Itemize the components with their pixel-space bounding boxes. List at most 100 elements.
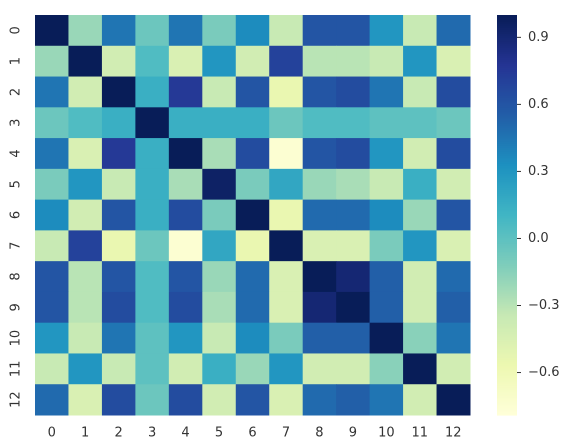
- heatmap-cell: [135, 230, 170, 262]
- y-tick-label: 10: [9, 330, 24, 347]
- heatmap-cell: [235, 107, 270, 139]
- colorbar-segment: [497, 307, 517, 310]
- heatmap-cell: [35, 384, 69, 416]
- colorbar-segment: [497, 157, 517, 160]
- colorbar-segment: [497, 77, 517, 80]
- colorbar-segment: [497, 283, 517, 286]
- colorbar-segment: [497, 243, 517, 246]
- heatmap-cell: [35, 230, 69, 262]
- heatmap-cell: [168, 199, 203, 231]
- colorbar-segment: [497, 19, 517, 22]
- colorbar-segment: [497, 47, 517, 50]
- colorbar-segment: [497, 175, 517, 178]
- colorbar-segment: [497, 227, 517, 230]
- colorbar-segment: [497, 321, 517, 324]
- colorbar-segment: [497, 287, 517, 290]
- heatmap-cell: [101, 107, 136, 139]
- heatmap-cell: [403, 384, 438, 416]
- colorbar-segment: [497, 45, 517, 48]
- colorbar-segment: [497, 21, 517, 24]
- colorbar-segment: [497, 177, 517, 180]
- colorbar-segment: [497, 347, 517, 350]
- colorbar-segment: [497, 201, 517, 204]
- heatmap-cell: [302, 353, 337, 385]
- colorbar-segment: [497, 91, 517, 94]
- colorbar-segment: [497, 241, 517, 244]
- y-tick-label: 11: [9, 361, 24, 378]
- colorbar-segment: [497, 55, 517, 58]
- heatmap-cell: [436, 230, 471, 262]
- colorbar-segment: [497, 75, 517, 78]
- colorbar-segment: [497, 87, 517, 90]
- heatmap-cell: [168, 76, 203, 108]
- colorbar-segment: [497, 25, 517, 28]
- colorbar-segment: [497, 205, 517, 208]
- heatmap-cell: [135, 322, 170, 354]
- colorbar-tick-label: 0.3: [528, 164, 549, 179]
- colorbar-segment: [497, 179, 517, 182]
- heatmap-cell: [168, 291, 203, 324]
- heatmap-cell: [302, 76, 337, 108]
- heatmap-cell: [436, 291, 471, 324]
- heatmap-cell: [68, 199, 103, 231]
- heatmap-cell: [101, 168, 136, 201]
- colorbar-segment: [497, 397, 517, 400]
- colorbar-segment: [497, 363, 517, 366]
- y-tick-label: 12: [9, 391, 24, 408]
- heatmap-cell: [35, 291, 69, 324]
- heatmap-cell: [168, 15, 203, 47]
- heatmap-cell: [235, 199, 270, 231]
- colorbar-segment: [497, 235, 517, 238]
- colorbar-segment: [497, 79, 517, 82]
- colorbar-segment: [497, 39, 517, 42]
- colorbar-segment: [497, 209, 517, 212]
- colorbar-segment: [497, 297, 517, 300]
- y-tick-label: 0: [9, 26, 24, 34]
- colorbar-segment: [497, 115, 517, 118]
- heatmap-cell: [336, 322, 371, 354]
- heatmap-cell: [436, 168, 471, 201]
- heatmap-cell: [269, 353, 304, 385]
- colorbar-segment: [497, 345, 517, 348]
- heatmap-cell: [101, 261, 136, 293]
- heatmap-cell: [35, 45, 69, 78]
- colorbar-segment: [497, 31, 517, 34]
- colorbar-segment: [497, 339, 517, 342]
- heatmap-cell: [168, 107, 203, 139]
- heatmap-cell: [369, 291, 404, 324]
- colorbar-segment: [497, 223, 517, 226]
- colorbar-segment: [497, 257, 517, 260]
- heatmap-cell: [135, 45, 170, 78]
- heatmap-cell: [235, 168, 270, 201]
- colorbar-segment: [497, 131, 517, 134]
- heatmap-cell: [202, 230, 237, 262]
- heatmap-cell: [403, 261, 438, 293]
- heatmap-cell: [202, 107, 237, 139]
- heatmap-cell: [336, 15, 371, 47]
- colorbar-segment: [497, 143, 517, 146]
- colorbar-segment: [497, 281, 517, 284]
- colorbar-segment: [497, 325, 517, 328]
- colorbar-segment: [497, 173, 517, 176]
- heatmap-cell: [302, 322, 337, 354]
- colorbar-segment: [497, 375, 517, 378]
- colorbar-segment: [497, 191, 517, 194]
- heatmap-cell: [101, 76, 136, 108]
- colorbar-segment: [497, 383, 517, 386]
- heatmap-cell: [135, 353, 170, 385]
- heatmap-cell: [101, 384, 136, 416]
- colorbar-segment: [497, 183, 517, 186]
- colorbar-segment: [497, 333, 517, 336]
- heatmap-cell: [68, 15, 103, 47]
- heatmap-cell: [302, 199, 337, 231]
- colorbar-segment: [497, 95, 517, 98]
- colorbar-segment: [497, 409, 517, 412]
- colorbar-segment: [497, 63, 517, 66]
- heatmap-cell: [403, 138, 438, 170]
- colorbar-segment: [497, 393, 517, 396]
- heatmap-cell: [35, 76, 69, 108]
- colorbar-segment: [497, 67, 517, 70]
- colorbar-segment: [497, 233, 517, 236]
- heatmap-cell: [403, 291, 438, 324]
